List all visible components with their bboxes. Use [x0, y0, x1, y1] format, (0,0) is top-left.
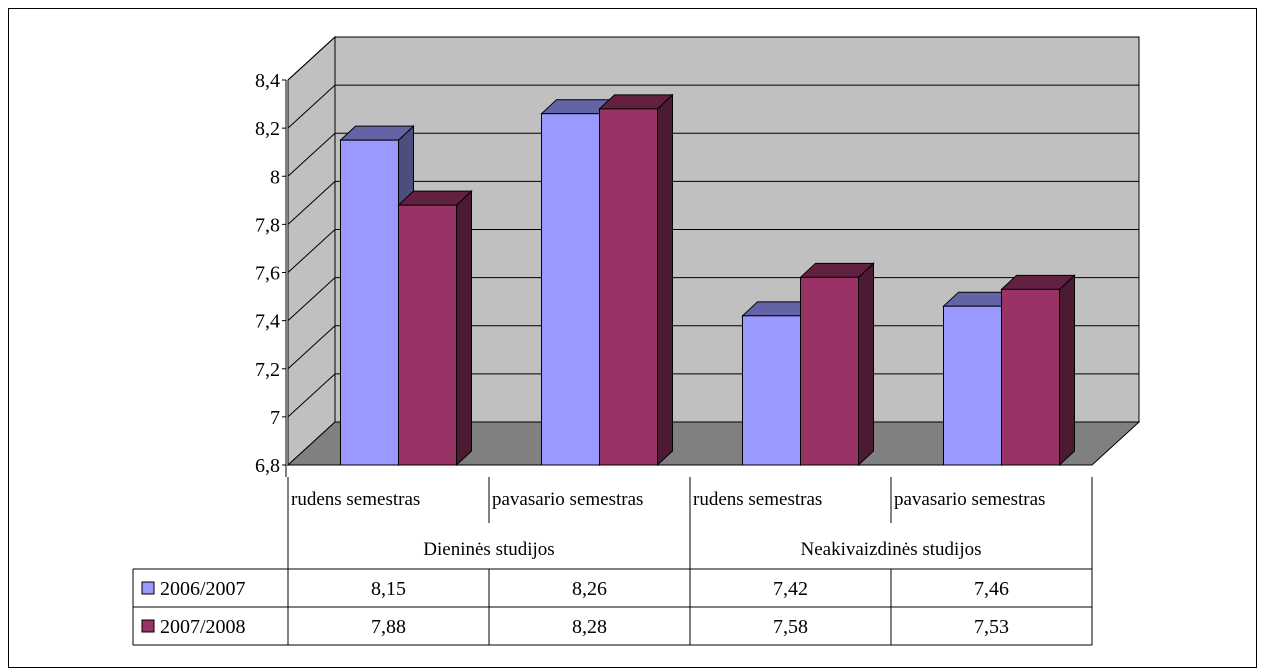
data-table-value: 7,46: [974, 578, 1009, 600]
y-tick-label: 7,2: [255, 359, 280, 381]
y-tick-label: 7: [270, 407, 280, 429]
x-group-label: Neakivaizdinės studijos: [801, 539, 982, 560]
y-tick-label: 7,8: [255, 214, 280, 236]
x-category-label: rudens semestras: [693, 489, 822, 510]
bar: [943, 305, 1002, 466]
bar-side: [1059, 274, 1075, 467]
gridline: [287, 84, 1139, 129]
data-table-value: 8,28: [572, 616, 607, 638]
data-table-value: 8,26: [572, 578, 607, 600]
x-category-label: rudens semestras: [291, 489, 420, 510]
bar: [742, 315, 801, 466]
gridline: [287, 180, 1139, 225]
y-tick-label: 6,8: [255, 455, 280, 477]
legend-label: 2006/2007: [160, 578, 246, 600]
data-table-value: 7,53: [974, 616, 1009, 638]
gridline: [287, 132, 1139, 177]
bar: [398, 204, 457, 466]
bar: [599, 108, 658, 466]
legend-swatch: [141, 581, 155, 595]
x-category-label: pavasario semestras: [894, 489, 1045, 510]
bar-side: [858, 262, 874, 467]
bar: [541, 113, 600, 466]
y-tick-label: 8: [270, 166, 280, 188]
data-table-value: 7,88: [371, 616, 406, 638]
data-table-value: 8,15: [371, 578, 406, 600]
data-table-value: 7,58: [773, 616, 808, 638]
gridline: [287, 36, 1139, 81]
y-tick-label: 7,4: [255, 311, 280, 333]
bar: [800, 276, 859, 466]
bar-side: [456, 189, 472, 467]
bar-side: [657, 93, 673, 467]
y-tick-label: 8,4: [255, 70, 280, 92]
y-tick-label: 7,6: [255, 263, 280, 285]
x-category-label: pavasario semestras: [492, 489, 643, 510]
legend-swatch: [141, 619, 155, 633]
y-tick-label: 8,2: [255, 118, 280, 140]
x-group-label: Dieninės studijos: [423, 539, 554, 560]
gridline: [287, 229, 1139, 273]
bar: [340, 139, 399, 466]
bar: [1001, 288, 1060, 466]
legend-label: 2007/2008: [160, 616, 246, 638]
data-table-value: 7,42: [773, 578, 808, 600]
